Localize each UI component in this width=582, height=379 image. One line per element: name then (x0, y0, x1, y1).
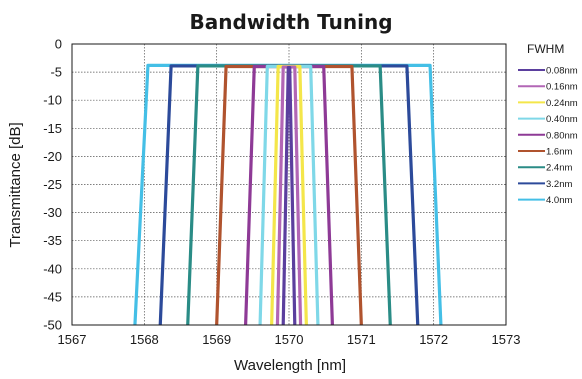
legend: FWHM 0.08nm 0.16nm 0.24nm 0.40nm 0.80nm 1.6nm… (518, 42, 578, 206)
legend-label: 4.0nm (546, 195, 572, 206)
legend-label: 0.24nm (546, 98, 578, 109)
x-axis-label: Wavelength [nm] (234, 357, 346, 374)
tick-labels: 1567 1568 1569 1570 1571 1572 1573 0 -5 -10 -15 -20… (43, 37, 520, 348)
chart-title: Bandwidth Tuning (189, 10, 392, 34)
plot-frame (71, 43, 507, 326)
y-tick-label: -15 (43, 121, 62, 136)
legend-label: 3.2nm (546, 179, 572, 190)
legend-label: 0.80nm (546, 130, 578, 141)
legend-label: 0.40nm (546, 114, 578, 125)
legend-label: 1.6nm (546, 147, 572, 158)
x-tick-label: 1571 (347, 332, 376, 347)
x-tick-label: 1572 (419, 332, 448, 347)
x-tick-label: 1569 (202, 332, 231, 347)
y-tick-label: -5 (50, 65, 62, 80)
y-axis-label: Transmittance [dB] (7, 122, 24, 247)
x-tick-label: 1568 (130, 332, 159, 347)
y-tick-label: -50 (43, 318, 62, 333)
legend-label: 0.08nm (546, 66, 578, 77)
y-tick-label: -40 (43, 261, 62, 276)
x-tick-label: 1573 (492, 332, 521, 347)
legend-label: 2.4nm (546, 163, 572, 174)
y-tick-label: -20 (43, 149, 62, 164)
legend-title: FWHM (527, 42, 564, 56)
series-group (133, 63, 443, 326)
x-tick-label: 1570 (275, 332, 304, 347)
x-tick-label: 1567 (58, 332, 87, 347)
legend-label: 0.16nm (546, 82, 578, 93)
y-tick-label: -45 (43, 289, 62, 304)
y-tick-label: 0 (55, 37, 62, 52)
y-tick-label: -10 (43, 93, 62, 108)
y-tick-label: -35 (43, 233, 62, 248)
y-tick-label: -30 (43, 205, 62, 220)
series-line (281, 65, 297, 326)
y-tick-label: -25 (43, 177, 62, 192)
